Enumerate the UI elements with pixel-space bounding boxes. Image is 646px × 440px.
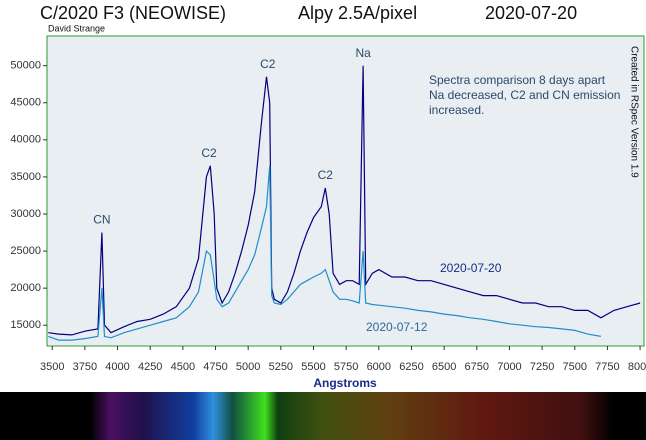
- x-tick-label: 6750: [465, 361, 489, 373]
- x-tick-label: 7000: [497, 361, 521, 373]
- y-tick-label: 25000: [10, 245, 41, 257]
- x-tick-label: 3750: [73, 361, 97, 373]
- x-tick-label: 7500: [563, 361, 587, 373]
- y-tick-label: 45000: [10, 97, 41, 109]
- x-tick-label: 3500: [40, 361, 64, 373]
- annotation: Spectra comparison 8 days apart: [429, 73, 606, 87]
- series-line: [48, 165, 602, 341]
- y-tick-label: 15000: [10, 319, 41, 331]
- x-tick-label: 8000: [628, 361, 646, 373]
- x-tick-label: 6000: [367, 361, 391, 373]
- author: David Strange: [48, 23, 105, 33]
- subtitle: Alpy 2.5A/pixel: [298, 3, 417, 23]
- y-tick-label: 50000: [10, 60, 41, 72]
- x-tick-label: 4250: [138, 361, 162, 373]
- x-tick-label: 5250: [269, 361, 293, 373]
- y-tick-label: 20000: [10, 282, 41, 294]
- x-tick-label: 4500: [171, 361, 195, 373]
- x-axis-label: Angstroms: [313, 376, 377, 390]
- peak-label: C2: [318, 168, 334, 182]
- x-tick-label: 7250: [530, 361, 554, 373]
- x-tick-label: 5750: [334, 361, 358, 373]
- annotation: increased.: [429, 103, 484, 117]
- y-tick-label: 35000: [10, 171, 41, 183]
- x-tick-label: 6500: [432, 361, 456, 373]
- y-tick-label: 30000: [10, 208, 41, 220]
- peak-label: C2: [260, 57, 276, 71]
- x-tick-label: 4750: [203, 361, 227, 373]
- x-tick-label: 6250: [399, 361, 423, 373]
- series-line: [48, 65, 641, 336]
- x-tick-label: 7750: [595, 361, 619, 373]
- software-note: Created in RSpec Version 1.9: [628, 46, 639, 178]
- x-tick-label: 5500: [301, 361, 325, 373]
- series-label: 2020-07-20: [440, 261, 502, 275]
- x-tick-label: 4000: [105, 361, 129, 373]
- plot-area: [46, 35, 645, 347]
- title: C/2020 F3 (NEOWISE): [40, 3, 226, 23]
- series-label: 2020-07-12: [366, 320, 428, 334]
- annotation: Na decreased, C2 and CN emission: [429, 88, 620, 102]
- peak-label: CN: [93, 213, 110, 227]
- y-tick-label: 40000: [10, 134, 41, 146]
- peak-label: Na: [355, 46, 371, 60]
- x-tick-label: 5000: [236, 361, 260, 373]
- date: 2020-07-20: [485, 3, 577, 23]
- spectrum-strip: [0, 392, 646, 440]
- peak-label: C2: [201, 146, 217, 160]
